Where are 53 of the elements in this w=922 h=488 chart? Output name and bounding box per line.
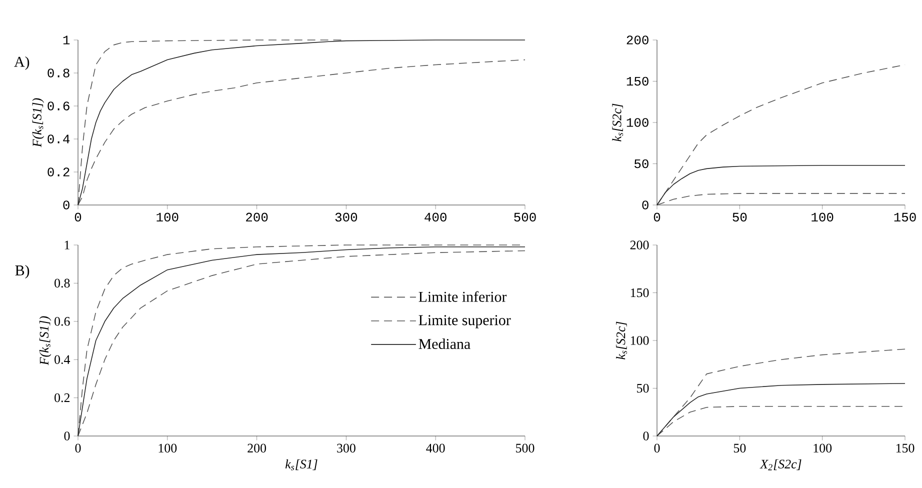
legend-label: Limite inferior bbox=[418, 291, 507, 302]
y-tick-label: 0.6 bbox=[54, 317, 70, 326]
x-tick-label: 300 bbox=[337, 444, 356, 453]
y-axis-title: k$_{s}$[S2c] bbox=[616, 322, 627, 360]
y-tick-label: 150 bbox=[630, 288, 649, 298]
x-axis-title: X$_{2}$[S2c] bbox=[760, 459, 802, 470]
x-tick-label: 100 bbox=[156, 212, 178, 222]
x-tick-label: 400 bbox=[424, 212, 446, 222]
y-tick-label: 100 bbox=[626, 118, 648, 127]
x-tick-label: 0 bbox=[654, 444, 660, 453]
x-tick-label: 500 bbox=[514, 212, 536, 222]
x-tick-label: 150 bbox=[896, 444, 914, 453]
y-axis-title: F(k$_{s}$[S1]) bbox=[39, 316, 52, 366]
y-tick-label: 0 bbox=[64, 432, 70, 440]
x-tick-label: 300 bbox=[335, 212, 358, 222]
y-tick-label: 50 bbox=[637, 384, 649, 393]
x-tick-label: 0 bbox=[75, 444, 81, 453]
y-tick-label: 50 bbox=[634, 159, 648, 168]
y-tick-label: 0.2 bbox=[48, 168, 70, 176]
x-tick-label: 50 bbox=[732, 212, 747, 222]
y-tick-label: 0.2 bbox=[54, 393, 70, 402]
y-tick-label: 150 bbox=[626, 76, 648, 86]
x-tick-label: 200 bbox=[248, 444, 266, 453]
y-tick-label: 0.4 bbox=[48, 134, 70, 144]
y-tick-label: 1 bbox=[64, 240, 70, 250]
x-tick-label: 400 bbox=[426, 444, 445, 453]
x-tick-label: 50 bbox=[734, 444, 746, 453]
text: A) bbox=[14, 56, 30, 70]
y-axis-title: F(k$_{s}$[S1]) bbox=[32, 98, 44, 148]
y-tick-label: 0 bbox=[643, 432, 649, 440]
y-tick-label: 0 bbox=[642, 200, 648, 210]
x-tick-label: 200 bbox=[246, 212, 268, 222]
x-tick-label: 150 bbox=[894, 212, 916, 222]
x-axis-title: k$_{s}$[S1] bbox=[285, 459, 318, 470]
y-tick-label: 200 bbox=[626, 36, 648, 44]
y-axis-title: k$_{s}$[S2c] bbox=[612, 104, 624, 142]
y-tick-label: 200 bbox=[630, 240, 649, 250]
y-tick-label: 0.8 bbox=[48, 68, 70, 78]
legend-label: Limite superior bbox=[418, 315, 511, 328]
y-tick-label: 0.8 bbox=[54, 278, 70, 288]
legend-label: Mediana bbox=[418, 338, 470, 350]
x-tick-label: 100 bbox=[158, 444, 177, 453]
x-tick-label: 100 bbox=[814, 444, 832, 453]
y-tick-label: 100 bbox=[630, 336, 649, 345]
x-tick-label: 0 bbox=[74, 212, 82, 222]
x-tick-label: 100 bbox=[812, 212, 834, 222]
y-tick-label: 1 bbox=[63, 36, 70, 44]
y-tick-label: 0.6 bbox=[48, 102, 70, 110]
y-tick-label: 0 bbox=[63, 200, 70, 210]
x-tick-label: 500 bbox=[516, 444, 534, 453]
y-tick-label: 0.4 bbox=[54, 355, 70, 364]
x-tick-label: 0 bbox=[654, 212, 660, 222]
text: B) bbox=[15, 264, 30, 279]
